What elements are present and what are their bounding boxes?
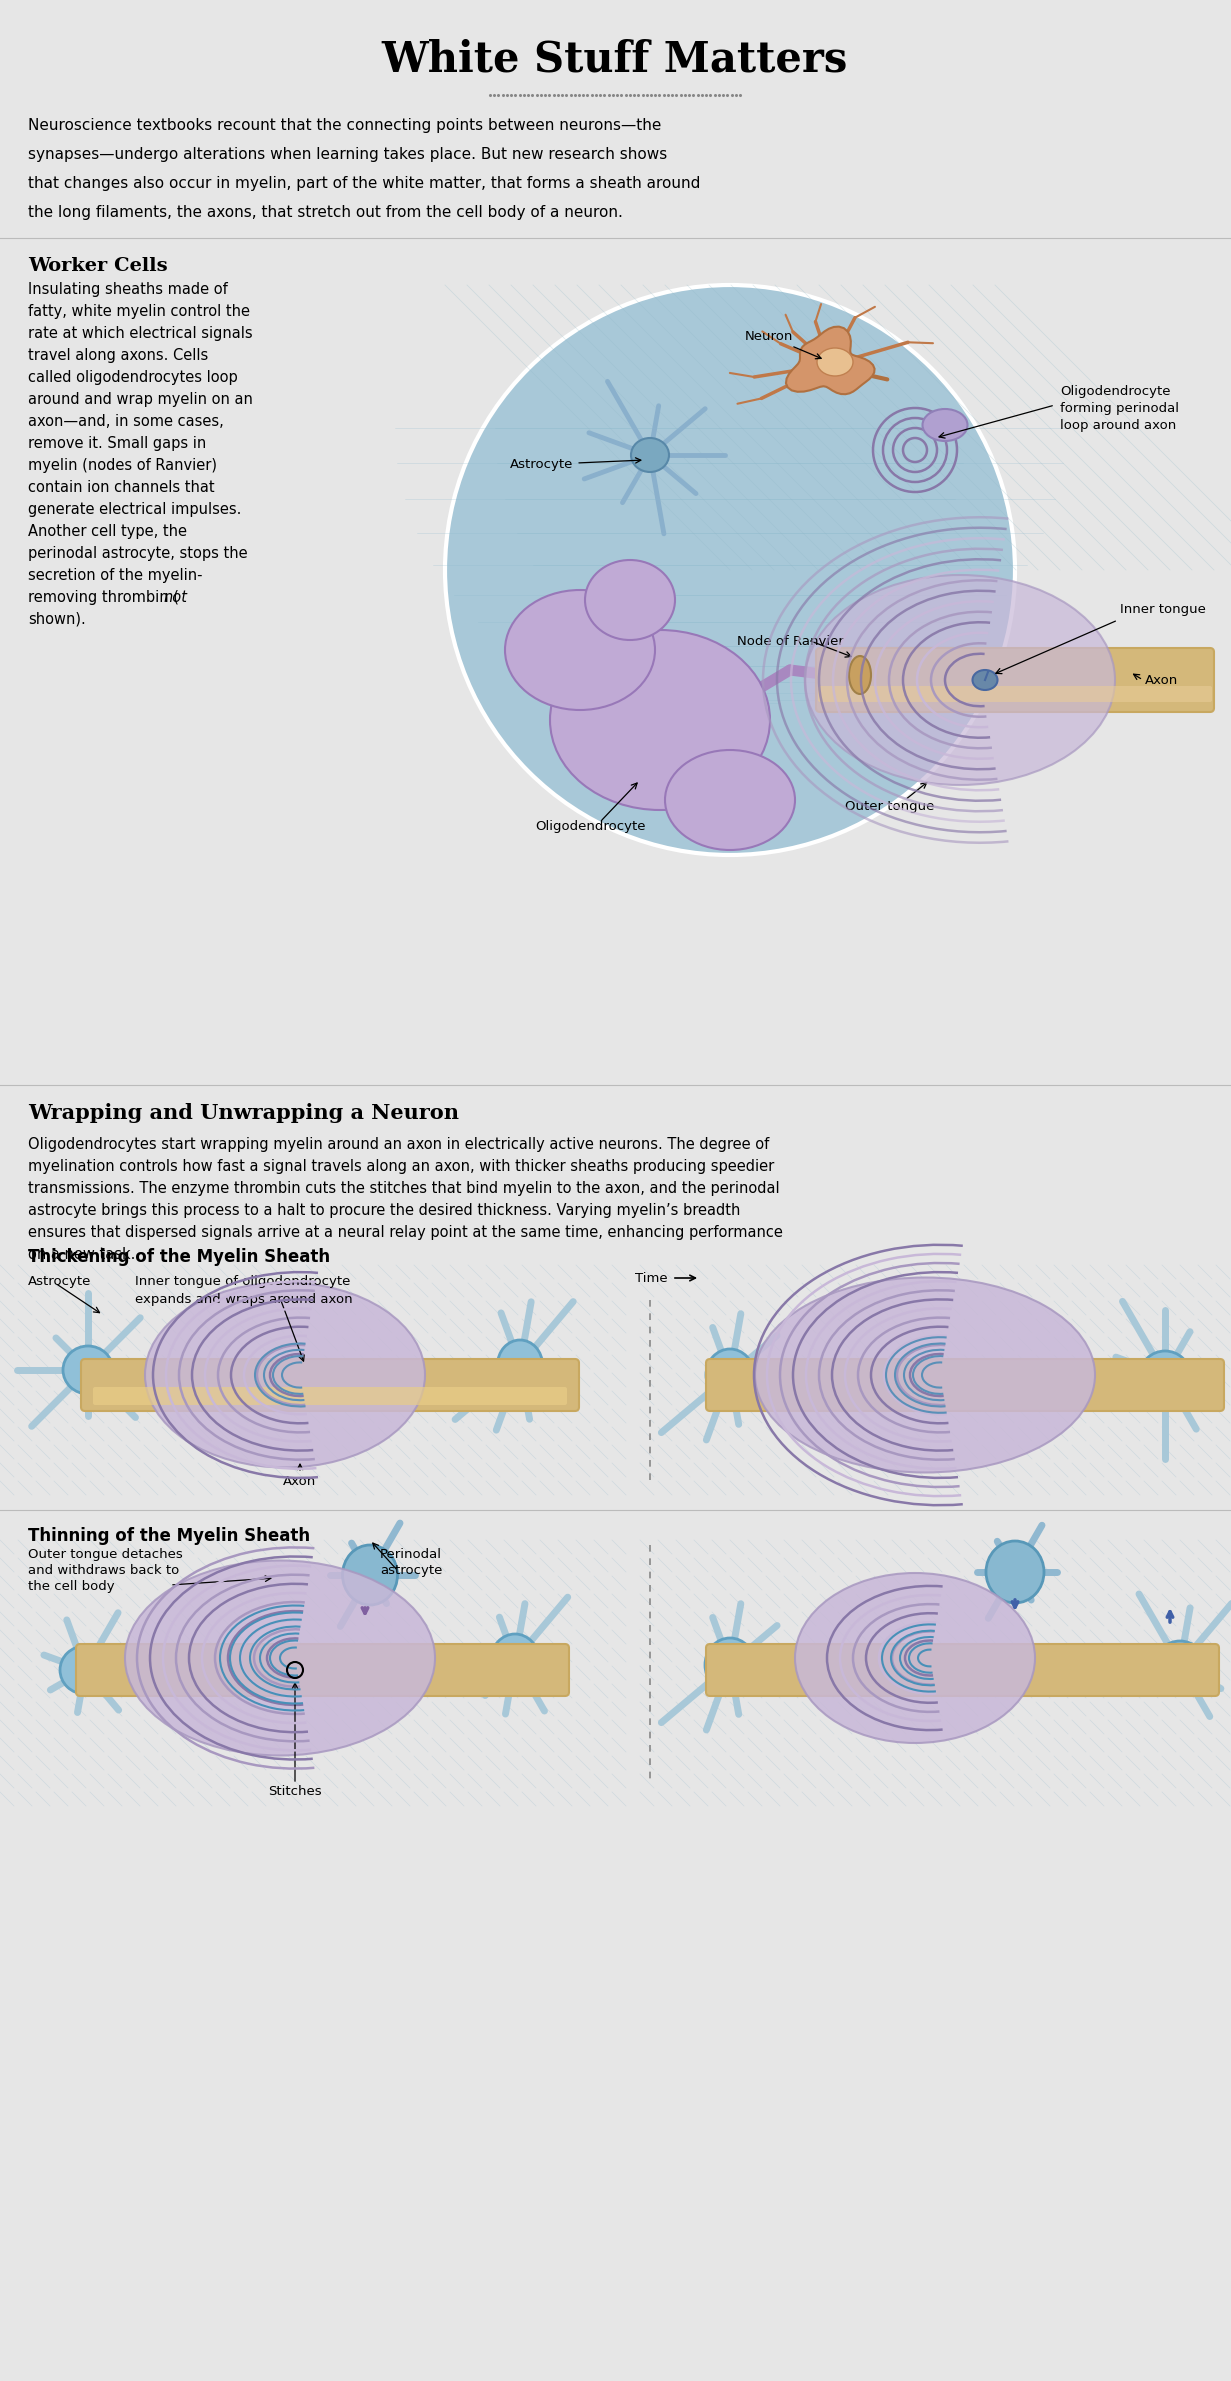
Ellipse shape	[922, 410, 968, 440]
Text: myelination controls how fast a signal travels along an axon, with thicker sheat: myelination controls how fast a signal t…	[28, 1160, 774, 1174]
Text: Inner tongue: Inner tongue	[1120, 602, 1206, 617]
Ellipse shape	[497, 1341, 543, 1391]
Text: myelin (nodes of Ranvier): myelin (nodes of Ranvier)	[28, 457, 217, 474]
Ellipse shape	[1140, 1350, 1190, 1400]
Ellipse shape	[145, 1283, 425, 1467]
Ellipse shape	[342, 1545, 398, 1605]
Text: Inner tongue of oligodendrocyte: Inner tongue of oligodendrocyte	[135, 1274, 351, 1288]
Ellipse shape	[755, 1279, 1096, 1471]
Text: around and wrap myelin on an: around and wrap myelin on an	[28, 393, 252, 407]
FancyBboxPatch shape	[81, 1360, 579, 1412]
Ellipse shape	[817, 348, 853, 376]
Text: Axon: Axon	[283, 1474, 316, 1488]
FancyBboxPatch shape	[76, 1643, 569, 1695]
Ellipse shape	[585, 560, 675, 640]
Text: Stitches: Stitches	[268, 1786, 321, 1798]
Text: Astrocyte: Astrocyte	[510, 457, 641, 471]
Ellipse shape	[986, 1541, 1044, 1602]
Circle shape	[444, 286, 1016, 855]
Text: that changes also occur in myelin, part of the white matter, that forms a sheath: that changes also occur in myelin, part …	[28, 176, 700, 190]
Ellipse shape	[972, 669, 997, 690]
Text: Neuroscience textbooks recount that the connecting points between neurons—the: Neuroscience textbooks recount that the …	[28, 119, 661, 133]
Text: Neuron: Neuron	[745, 331, 821, 360]
Text: astrocyte: astrocyte	[380, 1564, 442, 1576]
Ellipse shape	[1155, 1641, 1205, 1688]
Text: removing thrombin (: removing thrombin (	[28, 590, 178, 605]
Text: contain ion channels that: contain ion channels that	[28, 481, 214, 495]
Text: fatty, white myelin control the: fatty, white myelin control the	[28, 305, 250, 319]
Text: Thickening of the Myelin Sheath: Thickening of the Myelin Sheath	[28, 1248, 330, 1267]
Text: rate at which electrical signals: rate at which electrical signals	[28, 326, 252, 340]
Text: Perinodal: Perinodal	[380, 1548, 442, 1562]
Text: perinodal astrocyte, stops the: perinodal astrocyte, stops the	[28, 545, 247, 562]
Text: shown).: shown).	[28, 612, 86, 626]
Text: Axon: Axon	[1145, 674, 1178, 686]
Text: astrocyte brings this process to a halt to procure the desired thickness. Varyin: astrocyte brings this process to a halt …	[28, 1202, 740, 1219]
Text: Another cell type, the: Another cell type, the	[28, 524, 187, 538]
Ellipse shape	[126, 1560, 435, 1755]
Ellipse shape	[795, 1574, 1035, 1743]
Text: the long filaments, the axons, that stretch out from the cell body of a neuron.: the long filaments, the axons, that stre…	[28, 205, 623, 219]
Text: axon—and, in some cases,: axon—and, in some cases,	[28, 414, 224, 429]
Ellipse shape	[505, 590, 655, 710]
Text: travel along axons. Cells: travel along axons. Cells	[28, 348, 208, 362]
Text: Oligodendrocyte
forming perinodal
loop around axon: Oligodendrocyte forming perinodal loop a…	[1060, 386, 1179, 431]
Ellipse shape	[491, 1633, 539, 1686]
Text: on a new task.: on a new task.	[28, 1248, 135, 1262]
Text: Worker Cells: Worker Cells	[28, 257, 167, 274]
Ellipse shape	[550, 631, 771, 810]
Text: not: not	[162, 590, 187, 605]
Text: secretion of the myelin-: secretion of the myelin-	[28, 569, 203, 583]
Ellipse shape	[705, 1638, 755, 1693]
Text: Time: Time	[635, 1271, 667, 1283]
Ellipse shape	[60, 1645, 110, 1693]
Text: and withdraws back to: and withdraws back to	[28, 1564, 180, 1576]
Ellipse shape	[805, 574, 1115, 786]
Text: remove it. Small gaps in: remove it. Small gaps in	[28, 436, 207, 450]
Text: ensures that dispersed signals arrive at a neural relay point at the same time, : ensures that dispersed signals arrive at…	[28, 1224, 783, 1241]
Text: Node of Ranvier: Node of Ranvier	[736, 636, 843, 648]
Text: Astrocyte: Astrocyte	[28, 1274, 91, 1288]
Text: Oligodendrocyte: Oligodendrocyte	[534, 819, 645, 833]
FancyBboxPatch shape	[94, 1388, 567, 1405]
FancyBboxPatch shape	[707, 1643, 1219, 1695]
Ellipse shape	[849, 657, 872, 693]
Ellipse shape	[63, 1345, 113, 1393]
Text: expands and wraps around axon: expands and wraps around axon	[135, 1293, 352, 1307]
Text: synapses—undergo alterations when learning takes place. But new research shows: synapses—undergo alterations when learni…	[28, 148, 667, 162]
Ellipse shape	[665, 750, 795, 850]
Text: Thinning of the Myelin Sheath: Thinning of the Myelin Sheath	[28, 1526, 310, 1545]
Text: Oligodendrocytes start wrapping myelin around an axon in electrically active neu: Oligodendrocytes start wrapping myelin a…	[28, 1138, 769, 1152]
Text: Wrapping and Unwrapping a Neuron: Wrapping and Unwrapping a Neuron	[28, 1102, 459, 1124]
Text: generate electrical impulses.: generate electrical impulses.	[28, 502, 241, 517]
Ellipse shape	[707, 1350, 755, 1400]
Ellipse shape	[632, 438, 668, 471]
Text: the cell body: the cell body	[28, 1581, 114, 1593]
Text: called oligodendrocytes loop: called oligodendrocytes loop	[28, 369, 238, 386]
FancyBboxPatch shape	[819, 686, 1213, 702]
Polygon shape	[785, 326, 874, 395]
Text: Insulating sheaths made of: Insulating sheaths made of	[28, 281, 228, 298]
Text: transmissions. The enzyme thrombin cuts the stitches that bind myelin to the axo: transmissions. The enzyme thrombin cuts …	[28, 1181, 779, 1195]
FancyBboxPatch shape	[816, 648, 1214, 712]
Text: White Stuff Matters: White Stuff Matters	[382, 38, 848, 81]
Text: Outer tongue detaches: Outer tongue detaches	[28, 1548, 182, 1562]
FancyBboxPatch shape	[707, 1360, 1224, 1412]
Text: Outer tongue: Outer tongue	[846, 800, 934, 812]
